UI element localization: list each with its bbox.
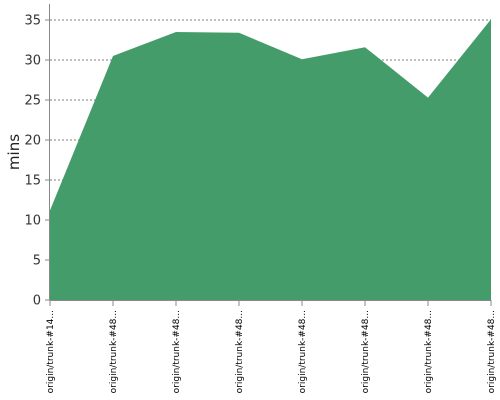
y-tick-label: 5 (33, 254, 41, 269)
y-axis-ticks: 0 5 10 15 20 25 30 35 (24, 14, 50, 309)
axes (49, 4, 491, 301)
x-tick-label: origin/trunk-#48... (424, 310, 434, 393)
x-tick-label: origin/trunk-#48... (235, 310, 245, 393)
y-tick-label: 0 (33, 294, 41, 309)
y-tick-label: 35 (24, 14, 41, 29)
y-tick-label: 30 (24, 54, 41, 69)
x-axis-ticks: origin/trunk-#14... origin/trunk-#48... or… (46, 300, 497, 393)
area-fill (50, 19, 491, 300)
x-tick-label: origin/trunk-#48... (109, 310, 119, 393)
x-tick-label: origin/trunk-#48... (298, 310, 308, 393)
x-tick-label: origin/trunk-#48... (172, 310, 182, 393)
y-tick-label: 25 (24, 94, 41, 109)
x-tick-label: origin/trunk-#14... (46, 310, 56, 393)
y-tick-label: 10 (24, 214, 41, 229)
x-tick-label: origin/trunk-#48... (487, 310, 497, 393)
x-tick-label: origin/trunk-#48... (361, 310, 371, 393)
y-tick-label: 15 (24, 174, 41, 189)
y-axis-label: mins (5, 134, 23, 170)
area-series (50, 19, 491, 300)
y-tick-label: 20 (24, 134, 41, 149)
